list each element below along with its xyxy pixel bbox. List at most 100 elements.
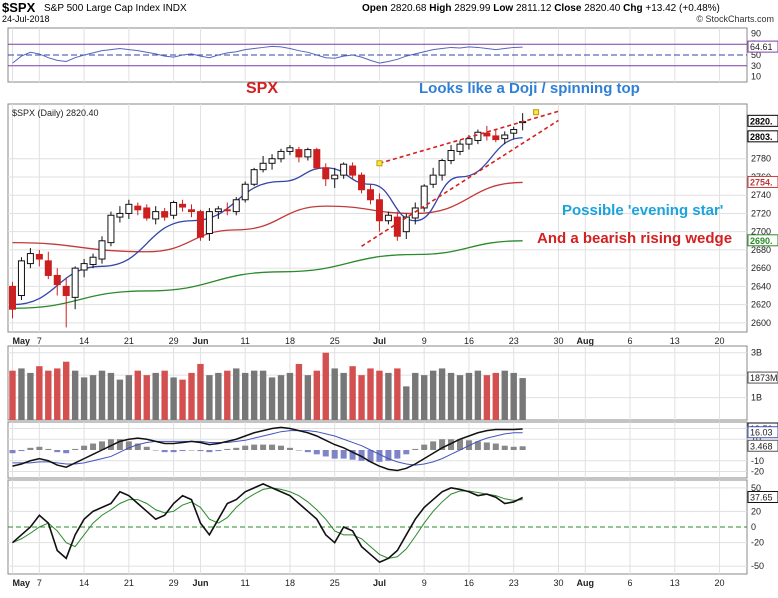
bottom-x-axis-label: 20 xyxy=(715,578,725,588)
candle-body xyxy=(367,189,374,201)
annotation-rising-wedge: And a bearish rising wedge xyxy=(537,230,733,247)
volume-bar xyxy=(474,370,482,420)
chg-value: +13.42 (+0.48%) xyxy=(645,3,720,14)
sma-short-line xyxy=(12,137,523,306)
bottom-x-axis-label: 18 xyxy=(285,578,295,588)
candle-body xyxy=(9,285,16,310)
price-tick-label: 2700 xyxy=(751,227,771,237)
macd-histogram-bar xyxy=(99,441,105,450)
candle-body xyxy=(134,205,142,211)
volume-bar xyxy=(286,372,294,420)
volume-bar xyxy=(242,372,249,420)
macd-histogram-bar xyxy=(107,439,114,450)
macd-histogram-bar xyxy=(367,450,374,462)
price-x-axis-label: Jul xyxy=(373,336,386,346)
macd-histogram-bar xyxy=(295,450,302,451)
price-value-tag xyxy=(747,175,778,188)
volume-bar xyxy=(277,375,285,420)
sma-long-line xyxy=(12,240,523,309)
macd-histogram-bar xyxy=(510,446,517,450)
macd-histogram-bar xyxy=(385,450,392,461)
price-x-axis-label: 20 xyxy=(715,336,725,346)
price-tick-label: 2640 xyxy=(751,281,771,291)
annotation-spx: SPX xyxy=(246,80,279,97)
candle-body xyxy=(80,263,88,271)
candle-body xyxy=(116,212,124,218)
volume-bar xyxy=(403,386,410,420)
candle-body xyxy=(161,211,169,218)
macd-value-tag xyxy=(747,439,778,452)
macd-histogram-bar xyxy=(215,450,222,452)
rsi-tick-label: 50 xyxy=(751,50,761,60)
macd-tick-label: -10 xyxy=(751,456,764,466)
volume-bar xyxy=(80,377,88,420)
candle-body xyxy=(510,129,518,134)
bottom-x-axis-label: 16 xyxy=(464,578,474,588)
macd-value-label: 3.468 xyxy=(750,441,773,451)
price-value-label: 2803. xyxy=(750,132,773,142)
macd-histogram-bar xyxy=(224,448,231,450)
macd-histogram-bar xyxy=(430,441,437,450)
volume-bar xyxy=(456,375,464,420)
macd-histogram-bar xyxy=(63,450,70,454)
price-value-tag xyxy=(747,114,778,127)
oscillator-tick-label: -50 xyxy=(751,561,764,571)
bottom-x-axis-label: Aug xyxy=(577,578,595,588)
macd-histogram-bar xyxy=(116,439,123,450)
candle-body xyxy=(241,183,249,201)
volume-bar xyxy=(36,366,43,420)
volume-bar xyxy=(107,372,115,420)
volume-bar xyxy=(349,366,356,420)
candle-body xyxy=(277,150,285,160)
candle-body xyxy=(259,162,267,171)
candle-body xyxy=(331,174,339,180)
chart-instrument-name: S&P 500 Large Cap Index INDX xyxy=(44,3,187,14)
macd-histogram-bar xyxy=(27,447,34,450)
macd-histogram-bar xyxy=(501,445,508,450)
price-tick-label: 2600 xyxy=(751,318,771,328)
price-tick-label: 2780 xyxy=(751,154,771,164)
macd-histogram-bar xyxy=(519,446,526,450)
volume-bar xyxy=(54,368,61,420)
candle-body xyxy=(89,256,97,266)
macd-histogram-bar xyxy=(152,450,159,451)
candle-body xyxy=(375,199,383,222)
price-value-label: 2754. xyxy=(750,177,773,187)
candle-body xyxy=(179,203,187,208)
oscillator-value-tag xyxy=(747,491,778,504)
volume-tick-label: 1B xyxy=(751,393,762,403)
chart-date: 24-Jul-2018 xyxy=(2,14,50,24)
macd-histogram-bar xyxy=(134,443,141,450)
candle-body xyxy=(205,211,213,235)
bottom-x-axis-label: 11 xyxy=(241,578,250,588)
macd-histogram-bar xyxy=(376,450,383,462)
macd-histogram-bar xyxy=(304,450,311,453)
price-x-axis-label: 29 xyxy=(169,336,179,346)
rsi-value-label: 64.61 xyxy=(750,42,773,52)
candle-body xyxy=(465,138,473,145)
volume-bar xyxy=(152,372,159,420)
bottom-x-axis-label: Jul xyxy=(373,578,386,588)
volume-bar xyxy=(63,361,70,420)
volume-bar xyxy=(340,372,347,420)
macd-value-label: 16.03 xyxy=(750,428,773,438)
chg-label: Chg xyxy=(623,3,643,14)
chart-symbol: $SPX xyxy=(2,0,36,15)
volume-bar xyxy=(331,368,338,420)
candle-body xyxy=(304,149,312,158)
bottom-x-axis-label: 14 xyxy=(79,578,89,588)
bottom-x-axis-label: May xyxy=(13,578,31,588)
volume-bar xyxy=(250,370,258,420)
rsi-tick-label: 30 xyxy=(751,61,761,71)
candle-body xyxy=(501,134,509,140)
macd-histogram-bar xyxy=(331,450,338,459)
volume-value-tag xyxy=(747,371,778,384)
price-x-axis-label: 9 xyxy=(422,336,427,346)
candle-body xyxy=(322,167,330,180)
candle-body xyxy=(268,158,276,164)
candle-body xyxy=(44,260,52,276)
volume-bar xyxy=(268,377,276,420)
candle-body xyxy=(456,143,464,152)
close-label: Close xyxy=(554,3,582,14)
wedge-upper-line xyxy=(379,110,559,165)
